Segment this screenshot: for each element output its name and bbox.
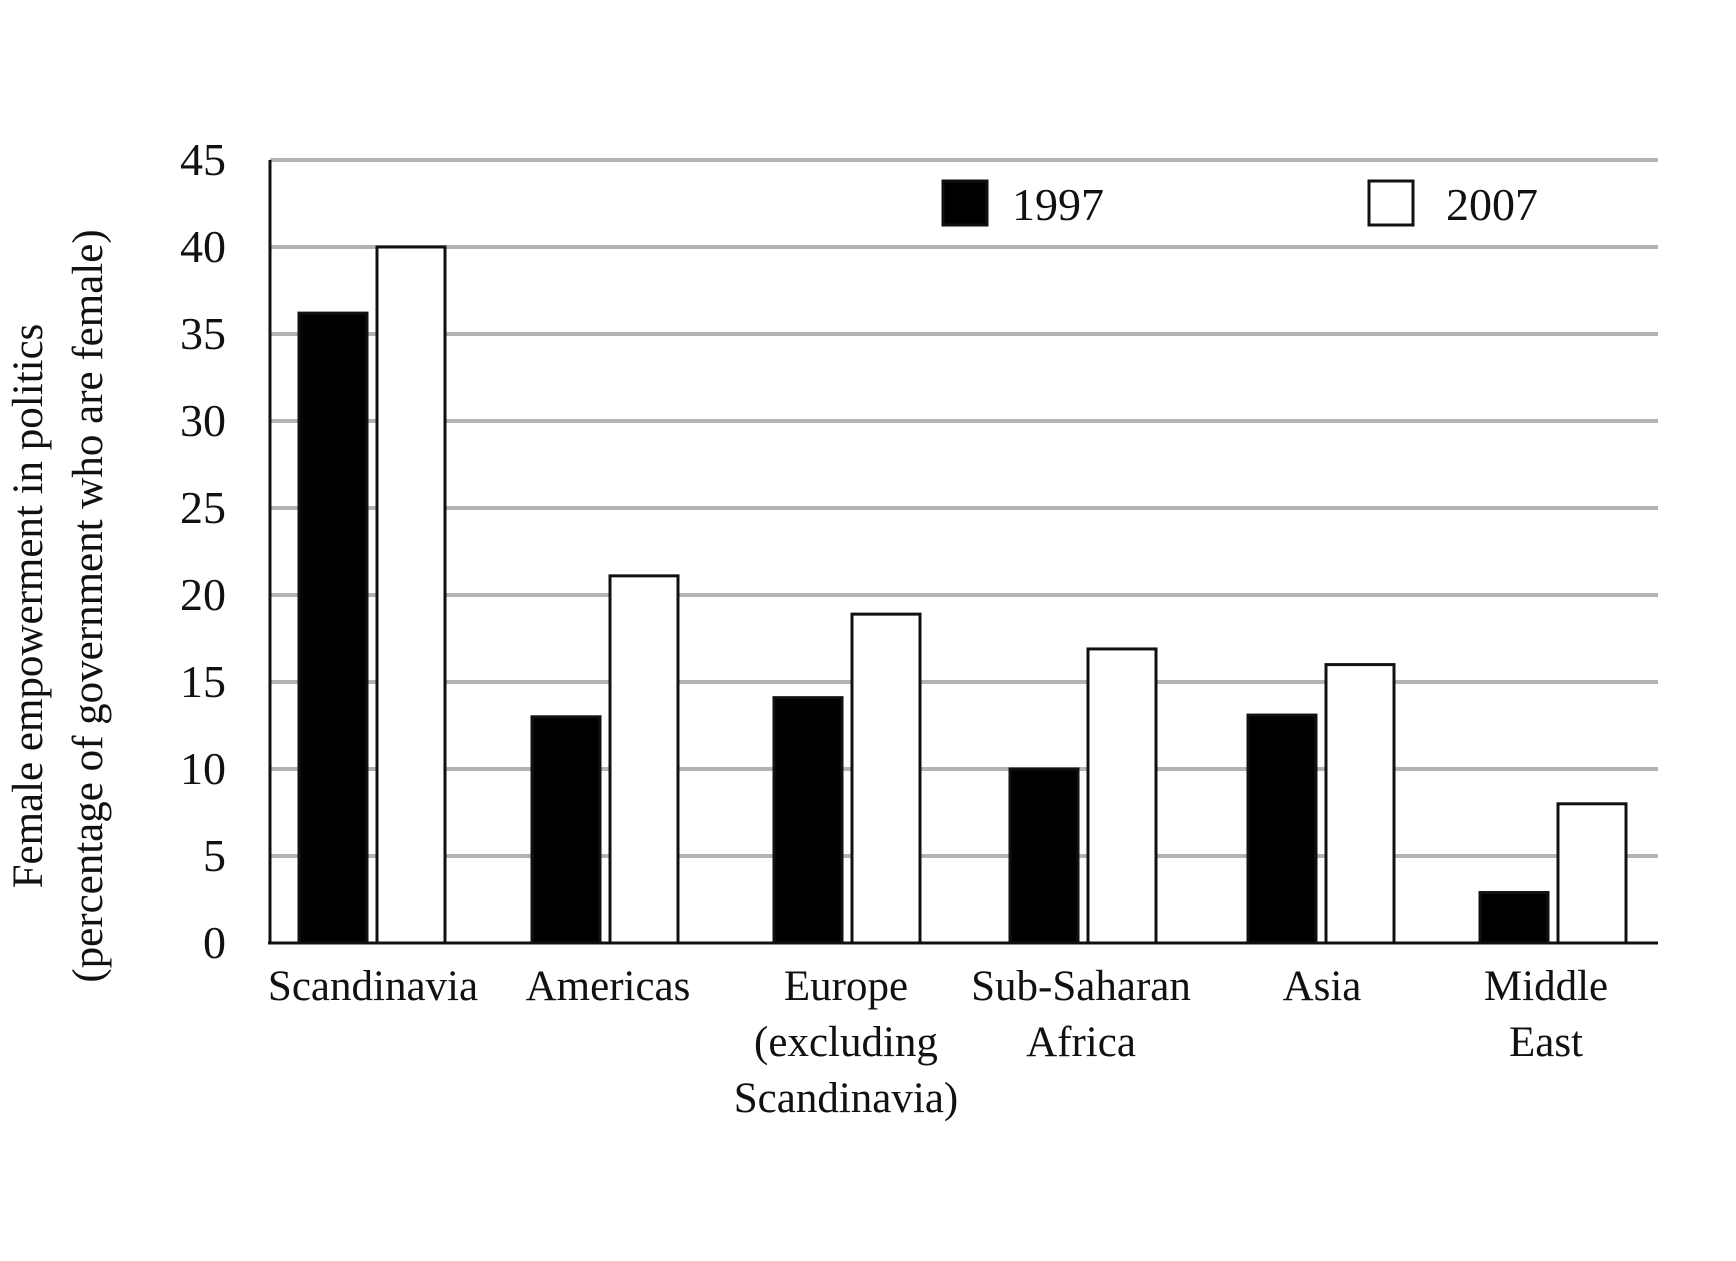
bar-2007-2 [850,612,922,945]
bar-2007-1 [608,574,680,945]
y-tick-label: 20 [180,569,226,620]
axes [268,160,1658,945]
bar-1997-4 [1246,713,1318,945]
legend-label: 1997 [1012,179,1104,230]
y-axis-title: Female empowerment in politics (percentag… [5,229,112,982]
y-tick-label: 5 [203,830,226,881]
category-label: Sub-Saharan Africa [971,963,1191,1066]
y-tick-label: 40 [180,221,226,272]
legend: 1997 2007 [941,179,1538,230]
y-tick-label: 0 [203,917,226,968]
category-label: Middle East [1484,963,1608,1066]
y-tick-labels: 0 5 10 15 20 25 30 35 40 45 [180,134,226,968]
legend-swatch-1997 [941,179,989,227]
bar-1997-1 [530,715,602,945]
category-label: Asia [1283,963,1362,1010]
y-axis-title-line: (percentage of government who are female… [65,229,112,982]
legend-label: 2007 [1446,179,1538,230]
category-label: Scandinavia [268,963,478,1010]
bars [297,245,1628,945]
category-label: Europe (excluding Scandinavia) [734,963,958,1122]
bar-1997-5 [1478,891,1550,945]
y-tick-label: 10 [180,743,226,794]
y-tick-label: 45 [180,134,226,185]
legend-swatch-2007 [1367,179,1415,227]
y-tick-label: 30 [180,395,226,446]
bar-1997-3 [1008,767,1080,945]
bar-2007-4 [1324,663,1396,945]
y-tick-label: 15 [180,656,226,707]
bar-1997-0 [297,311,369,945]
bar-1997-2 [772,696,844,945]
y-tick-label: 35 [180,308,226,359]
category-label: Americas [526,963,691,1010]
bar-2007-3 [1086,647,1158,945]
y-axis-title-line: Female empowerment in politics [5,324,52,889]
bar-2007-5 [1556,802,1628,945]
y-tick-label: 25 [180,482,226,533]
bar-2007-0 [375,245,447,945]
gridlines [270,158,1658,858]
category-labels: Scandinavia Americas Europe (excluding Scand… [268,963,1608,1122]
